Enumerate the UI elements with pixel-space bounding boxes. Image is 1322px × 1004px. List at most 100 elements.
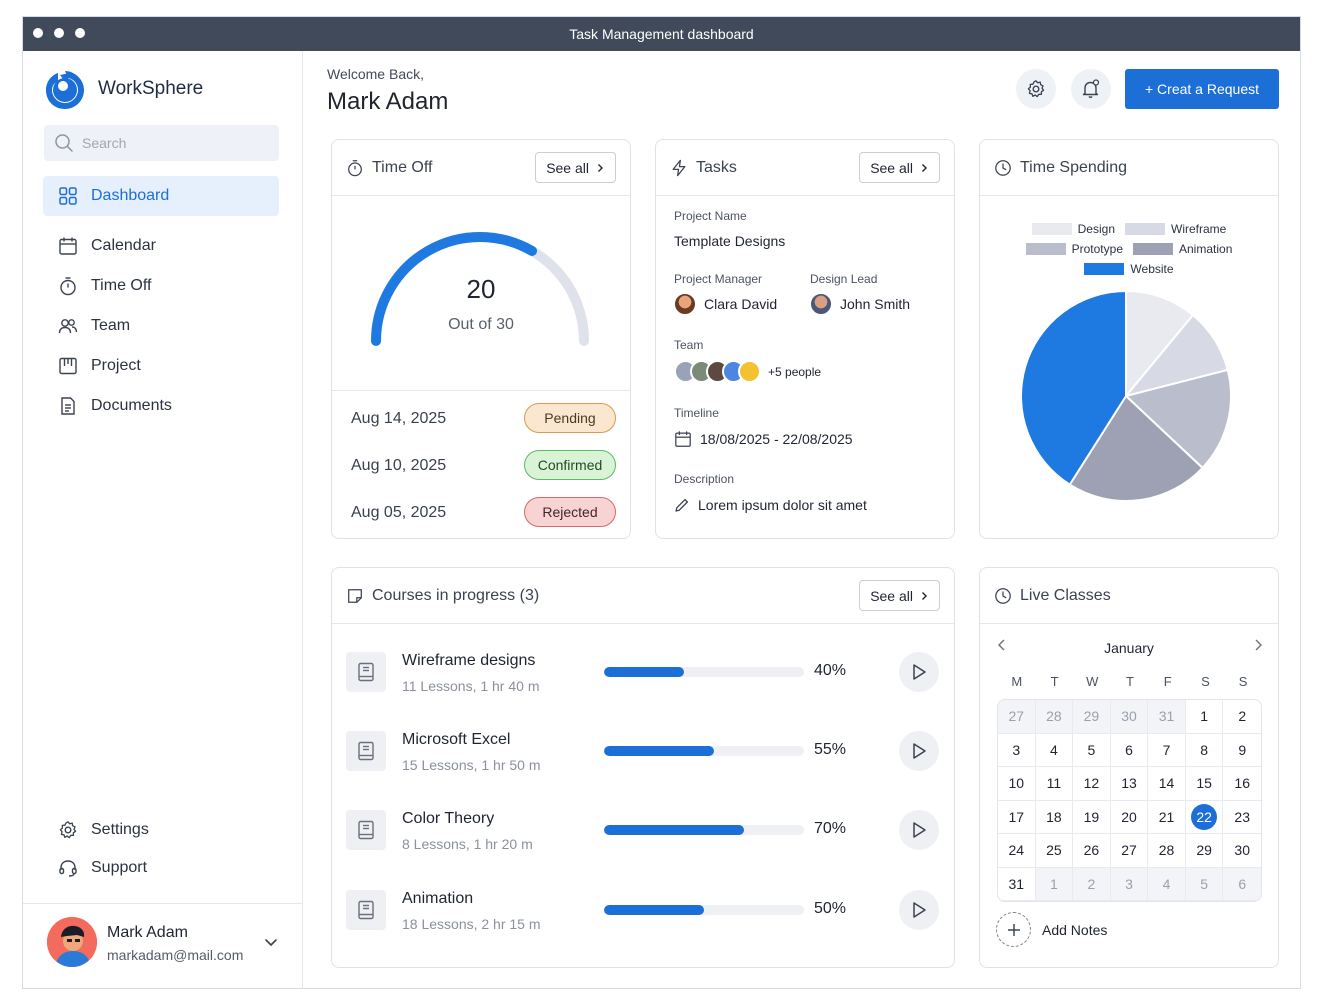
see-all-button[interactable]: See all [535, 152, 616, 183]
calendar-day[interactable]: 18 [1035, 800, 1074, 834]
play-button[interactable] [899, 652, 939, 692]
sidebar-item-calendar[interactable]: Calendar [43, 226, 279, 266]
sidebar-item-project[interactable]: Project [43, 346, 279, 386]
sidebar-item-support[interactable]: Support [43, 849, 279, 887]
day-number: 2 [1087, 875, 1096, 892]
calendar-day[interactable]: 27 [1110, 834, 1149, 868]
chevron-right-icon[interactable] [1252, 638, 1264, 652]
calendar-day[interactable]: 3 [1110, 867, 1149, 901]
day-number: 10 [1008, 775, 1025, 792]
sidebar: WorkSphere Dashboard Calendar Time Off T [23, 51, 303, 988]
sidebar-item-dashboard[interactable]: Dashboard [43, 176, 279, 216]
calendar-day[interactable]: 29 [1073, 700, 1111, 734]
calendar-day[interactable]: 6 [1223, 867, 1261, 901]
calendar-day[interactable]: 12 [1073, 767, 1111, 801]
play-button[interactable] [899, 731, 939, 771]
see-all-button[interactable]: See all [859, 152, 940, 183]
calendar-day-selected[interactable]: 22 [1185, 800, 1224, 834]
day-number: 6 [1238, 875, 1247, 892]
list-item[interactable]: Aug 05, 2025 Rejected [332, 489, 630, 536]
calendar-day[interactable]: 7 [1148, 733, 1186, 767]
calendar-day[interactable]: 3 [998, 733, 1036, 767]
calendar-day[interactable]: 2 [1073, 867, 1111, 901]
calendar-day[interactable]: 1 [1035, 867, 1074, 901]
calendar-day[interactable]: 4 [1035, 733, 1074, 767]
project-manager[interactable]: Clara David [674, 293, 777, 315]
notifications-button[interactable] [1071, 69, 1111, 109]
window-dot-maximize[interactable] [75, 28, 85, 38]
calendar-day[interactable]: 14 [1148, 767, 1186, 801]
card-header: Tasks See all [656, 140, 954, 196]
calendar-day[interactable]: 13 [1110, 767, 1149, 801]
create-request-button[interactable]: + Creat a Request [1125, 69, 1279, 109]
card-header: Courses in progress (3) See all [332, 568, 954, 624]
chevron-down-icon[interactable] [263, 934, 279, 950]
avatar [810, 293, 832, 315]
window-controls[interactable] [33, 28, 85, 38]
sticky-note-icon [348, 588, 362, 603]
calendar-day[interactable]: 1 [1185, 700, 1224, 734]
list-item[interactable]: Aug 10, 2025 Confirmed [332, 442, 630, 489]
calendar-day[interactable]: 21 [1148, 800, 1186, 834]
see-all-button[interactable]: See all [859, 580, 940, 611]
sidebar-item-settings[interactable]: Settings [43, 811, 279, 849]
list-item[interactable]: Aug 14, 2025 Pending [332, 395, 630, 442]
play-button[interactable] [899, 810, 939, 850]
calendar-day[interactable]: 23 [1223, 801, 1261, 834]
calendar-day[interactable]: 5 [1073, 733, 1111, 767]
calendar-day[interactable]: 29 [1185, 834, 1224, 868]
calendar-day[interactable]: 16 [1223, 767, 1261, 801]
calendar-day[interactable]: 31 [998, 867, 1036, 901]
team-avatars[interactable]: +5 people [674, 360, 821, 383]
search-box[interactable] [44, 125, 279, 161]
calendar-day[interactable]: 2 [1223, 700, 1261, 734]
user-profile[interactable]: Mark Adam markadam@mail.com [23, 903, 303, 988]
brand-logo[interactable]: WorkSphere [44, 69, 203, 109]
calendar-day[interactable]: 19 [1073, 800, 1111, 834]
calendar-day[interactable]: 31 [1148, 700, 1186, 734]
time-off-card: Time Off See all 20 Out of 30 Aug 14, 20… [331, 139, 631, 539]
course-row[interactable]: Animation 18 Lessons, 2 hr 15 m 50% [332, 882, 954, 961]
progress-fill [604, 667, 684, 677]
grid-icon [59, 187, 77, 205]
settings-button[interactable] [1016, 69, 1056, 109]
chevron-left-icon[interactable] [996, 638, 1008, 652]
calendar-day[interactable]: 27 [998, 700, 1036, 734]
course-row[interactable]: Microsoft Excel 15 Lessons, 1 hr 50 m 55% [332, 723, 954, 802]
day-number: 29 [1083, 708, 1100, 725]
user-email: markadam@mail.com [107, 947, 244, 963]
play-button[interactable] [899, 890, 939, 930]
window-dot-close[interactable] [33, 28, 43, 38]
day-number: 3 [1012, 741, 1021, 758]
calendar-day[interactable]: 8 [1185, 733, 1224, 767]
calendar-day[interactable]: 28 [1148, 834, 1186, 868]
progress-fill [604, 905, 704, 915]
search-input[interactable] [82, 135, 262, 151]
calendar-day[interactable]: 25 [1035, 834, 1074, 868]
calendar-day[interactable]: 17 [998, 800, 1036, 834]
design-lead[interactable]: John Smith [810, 293, 910, 315]
calendar-day[interactable]: 6 [1110, 733, 1149, 767]
calendar-day[interactable]: 20 [1110, 800, 1149, 834]
calendar-day[interactable]: 26 [1073, 834, 1111, 868]
calendar-day[interactable]: 9 [1223, 734, 1261, 767]
sidebar-item-team[interactable]: Team [43, 306, 279, 346]
card-title: Tasks [696, 158, 737, 176]
sidebar-item-time-off[interactable]: Time Off [43, 266, 279, 306]
calendar-day[interactable]: 30 [1110, 700, 1149, 734]
add-notes-button[interactable]: Add Notes [996, 912, 1107, 947]
course-row[interactable]: Color Theory 8 Lessons, 1 hr 20 m 70% [332, 802, 954, 881]
day-number: 28 [1158, 842, 1175, 859]
calendar-day[interactable]: 28 [1035, 700, 1074, 734]
window-dot-minimize[interactable] [54, 28, 64, 38]
sidebar-item-documents[interactable]: Documents [43, 386, 279, 426]
calendar-day[interactable]: 4 [1148, 867, 1186, 901]
calendar-day[interactable]: 10 [998, 767, 1036, 801]
calendar-day[interactable]: 11 [1035, 767, 1074, 801]
course-row[interactable]: Wireframe designs 11 Lessons, 1 hr 40 m 40… [332, 644, 954, 723]
calendar-day[interactable]: 30 [1223, 834, 1261, 868]
calendar-day[interactable]: 5 [1185, 867, 1224, 901]
calendar-day[interactable]: 15 [1185, 767, 1224, 801]
sidebar-item-label: Calendar [91, 237, 156, 254]
calendar-day[interactable]: 24 [998, 834, 1036, 868]
